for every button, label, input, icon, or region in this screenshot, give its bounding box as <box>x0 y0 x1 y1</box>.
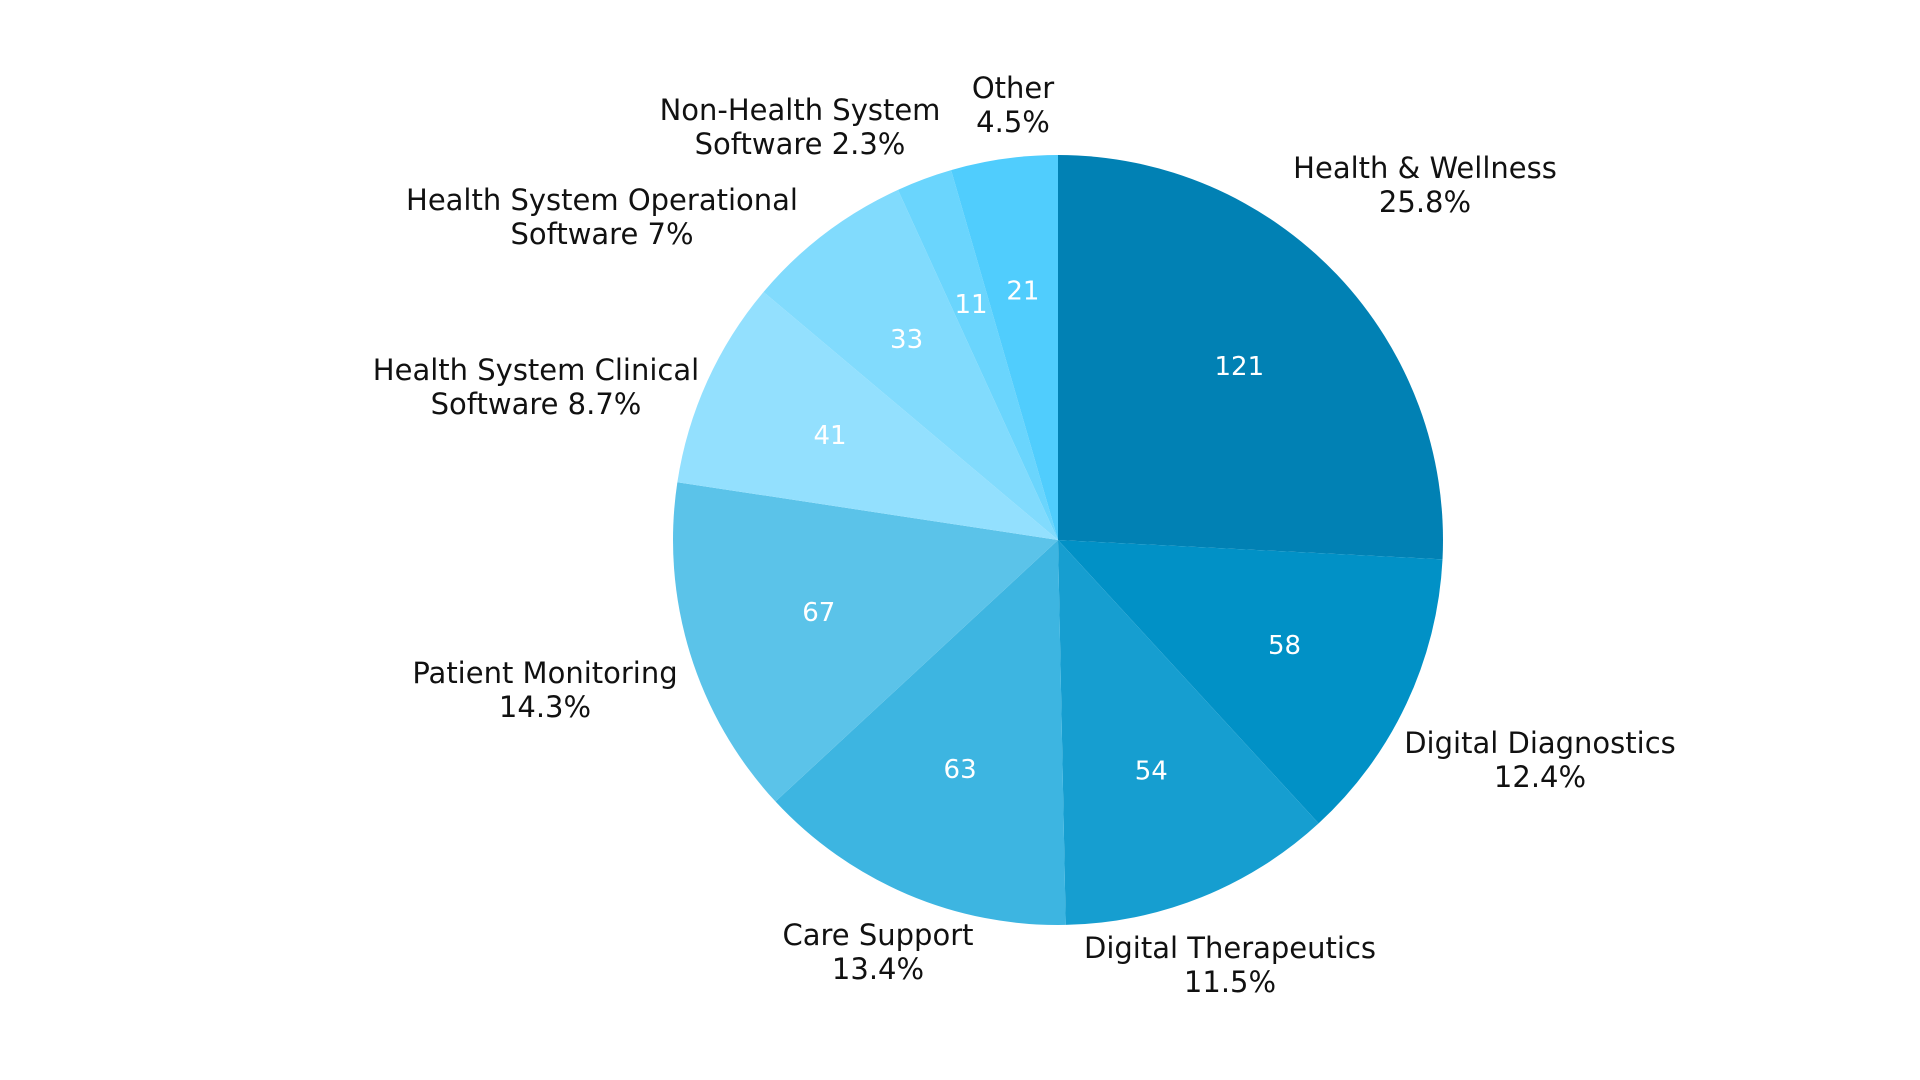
slice-value-label: 63 <box>944 755 977 785</box>
slice-category-label: Health System Operational Software 7% <box>406 183 798 251</box>
slices-layer <box>673 155 1443 925</box>
pie-slice-non-health-system-software <box>897 170 1058 540</box>
slice-category-label: Other 4.5% <box>972 71 1054 139</box>
slice-value-label: 11 <box>954 290 987 320</box>
pie-slice-digital-therapeutics <box>1058 540 1319 925</box>
slice-category-label: Patient Monitoring 14.3% <box>412 656 677 724</box>
values-layer: 121 58 54 63 67 41 33 11 21 <box>802 277 1301 787</box>
slice-value-label: 121 <box>1215 352 1265 382</box>
pie-slice-digital-diagnostics <box>1058 540 1443 824</box>
labels-layer: Health & Wellness 25.8% Digital Diagnostic… <box>373 71 1676 999</box>
slice-category-label: Health System Clinical Software 8.7% <box>373 353 699 421</box>
pie-slice-other <box>951 155 1058 540</box>
slice-category-label: Digital Diagnostics 12.4% <box>1404 726 1676 794</box>
slice-value-label: 41 <box>814 421 847 451</box>
slice-category-label: Care Support 13.4% <box>782 918 973 986</box>
slice-category-label: Health & Wellness 25.8% <box>1293 151 1557 219</box>
pie-slice-health-system-clinical-software <box>677 291 1058 540</box>
slice-category-label: Digital Therapeutics 11.5% <box>1084 931 1376 999</box>
pie-slice-patient-monitoring <box>673 482 1058 802</box>
pie-slice-health-wellness <box>1058 155 1443 560</box>
pie-slice-health-system-operational-software <box>763 189 1058 540</box>
pie-slice-care-support <box>775 540 1066 925</box>
slice-value-label: 54 <box>1135 757 1168 787</box>
slice-value-label: 58 <box>1268 631 1301 661</box>
slice-value-label: 33 <box>890 325 923 355</box>
slice-category-label: Non-Health System Software 2.3% <box>660 93 941 161</box>
slice-value-label: 21 <box>1006 277 1039 307</box>
slice-value-label: 67 <box>802 598 835 628</box>
